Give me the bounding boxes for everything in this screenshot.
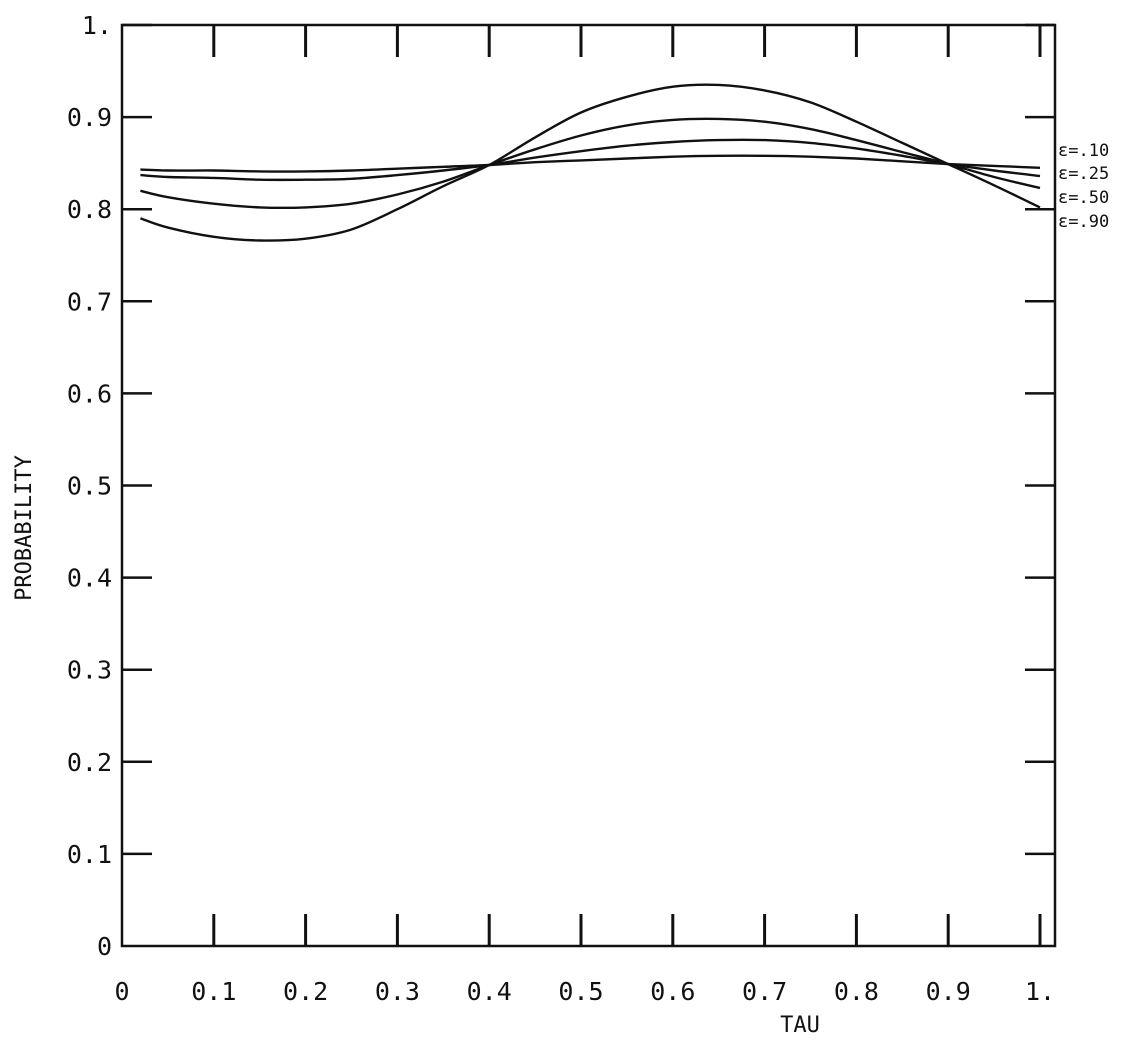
series-labels: ε=.10 ε=.25 ε=.50 ε=.90 <box>1058 141 1109 232</box>
x-tick-label: 0.2 <box>283 977 328 1006</box>
series-line <box>140 117 1041 210</box>
y-tick-label: 0 <box>97 932 112 961</box>
series-label: ε=.50 <box>1058 188 1109 208</box>
y-tick-label: 0.7 <box>67 287 112 316</box>
x-tick-label: 0.5 <box>558 977 603 1006</box>
y-axis-label: PROBABILITY <box>12 455 37 601</box>
series-line <box>140 138 1041 182</box>
x-tick-label: 0.8 <box>834 977 879 1006</box>
series-label: ε=.25 <box>1058 164 1109 184</box>
x-tick-label: 0.6 <box>650 977 695 1006</box>
axis-ticks <box>122 23 1055 946</box>
series-label: ε=.10 <box>1058 141 1109 161</box>
y-tick-label: 0.1 <box>67 840 112 869</box>
y-tick-label: 0.6 <box>67 379 112 408</box>
y-tick-label: 0.9 <box>67 103 112 132</box>
y-tick-label: 0.2 <box>67 748 112 777</box>
series-label: ε=.90 <box>1058 212 1109 232</box>
x-tick-label: 0.9 <box>926 977 971 1006</box>
series-lines <box>140 83 1041 242</box>
x-tick-label: 0 <box>114 977 129 1006</box>
x-tick-label: 0.1 <box>191 977 236 1006</box>
x-tick-label: 0.3 <box>375 977 420 1006</box>
x-axis-label: TAU <box>780 1013 820 1038</box>
series-line <box>140 83 1041 242</box>
x-tick-label: 1. <box>1025 977 1055 1006</box>
y-tick-label: 0.5 <box>67 472 112 501</box>
x-tick-label: 0.7 <box>742 977 787 1006</box>
y-tick-label: 0.4 <box>67 564 112 593</box>
y-tick-label: 0.3 <box>67 656 112 685</box>
series-line <box>140 154 1041 173</box>
y-tick-label: 0.8 <box>67 195 112 224</box>
y-tick-labels: 0 0.1 0.2 0.3 0.4 0.5 0.6 0.7 0.8 0.9 1. <box>67 11 112 961</box>
y-tick-label: 1. <box>82 11 112 40</box>
x-tick-labels: 0 0.1 0.2 0.3 0.4 0.5 0.6 0.7 0.8 0.9 1. <box>114 977 1055 1006</box>
x-tick-label: 0.4 <box>467 977 512 1006</box>
